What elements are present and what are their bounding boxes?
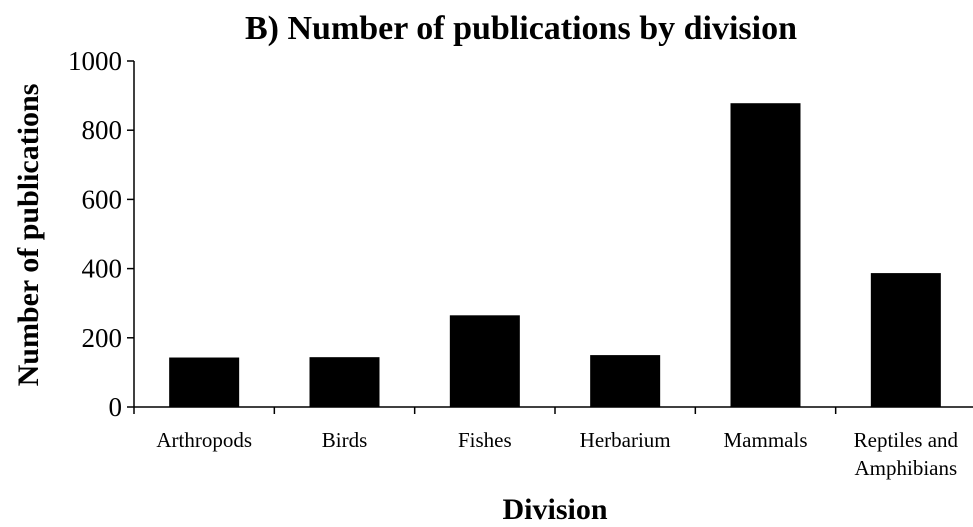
bar-3: [590, 355, 661, 407]
y-tick-label-4: 800: [82, 115, 123, 145]
bar-0: [169, 357, 240, 407]
chart-title: B) Number of publications by division: [245, 10, 797, 47]
x-tick-label-0: Arthropods: [156, 428, 252, 452]
x-tick-label-4: Mammals: [724, 428, 808, 452]
y-tick-label-1: 200: [82, 323, 123, 353]
y-tick-label-2: 400: [82, 254, 123, 284]
x-tick-label-5: Reptiles and Amphibians: [854, 428, 959, 480]
bar-2: [449, 315, 520, 407]
x-tick-label-3: Herbarium: [580, 428, 671, 452]
x-tick-label-1: Birds: [322, 428, 368, 452]
x-tick-label-2: Fishes: [458, 428, 512, 452]
y-axis-title: Number of publications: [12, 84, 45, 387]
bar-4: [730, 103, 801, 407]
plot-area: 0 200 400 600 800 1000 Arthropods Birds Fishes He…: [68, 46, 973, 480]
bar-1: [309, 357, 380, 407]
y-tick-label-3: 600: [82, 184, 123, 214]
bar-5: [870, 273, 941, 407]
x-axis-title: Division: [502, 493, 607, 526]
y-tick-label-5: 1000: [68, 46, 122, 76]
y-tick-label-0: 0: [109, 392, 123, 422]
